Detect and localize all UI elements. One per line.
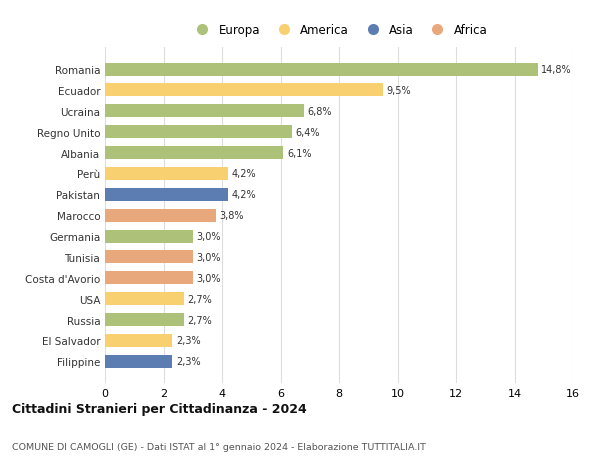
Text: 3,8%: 3,8% <box>220 211 244 221</box>
Text: 3,0%: 3,0% <box>196 232 221 241</box>
Text: 9,5%: 9,5% <box>386 86 411 96</box>
Bar <box>105 126 292 139</box>
Bar <box>105 147 283 160</box>
Bar <box>105 84 383 97</box>
Bar <box>105 105 304 118</box>
Bar <box>105 209 216 222</box>
Bar <box>105 334 172 347</box>
Bar <box>105 313 184 326</box>
Text: 6,1%: 6,1% <box>287 148 311 158</box>
Text: 2,7%: 2,7% <box>187 315 212 325</box>
Text: COMUNE DI CAMOGLI (GE) - Dati ISTAT al 1° gennaio 2024 - Elaborazione TUTTITALIA: COMUNE DI CAMOGLI (GE) - Dati ISTAT al 1… <box>12 442 426 451</box>
Text: 3,0%: 3,0% <box>196 252 221 263</box>
Bar <box>105 230 193 243</box>
Text: 14,8%: 14,8% <box>541 65 572 75</box>
Bar <box>105 63 538 76</box>
Text: 4,2%: 4,2% <box>232 190 256 200</box>
Bar <box>105 272 193 285</box>
Text: 2,3%: 2,3% <box>176 357 200 367</box>
Text: 4,2%: 4,2% <box>232 169 256 179</box>
Bar <box>105 292 184 306</box>
Bar <box>105 168 228 180</box>
Bar <box>105 355 172 368</box>
Text: 6,8%: 6,8% <box>307 106 332 117</box>
Bar <box>105 251 193 264</box>
Bar <box>105 189 228 202</box>
Text: 2,7%: 2,7% <box>187 294 212 304</box>
Text: 3,0%: 3,0% <box>196 273 221 283</box>
Text: 6,4%: 6,4% <box>296 128 320 137</box>
Legend: Europa, America, Asia, Africa: Europa, America, Asia, Africa <box>190 24 488 37</box>
Text: Cittadini Stranieri per Cittadinanza - 2024: Cittadini Stranieri per Cittadinanza - 2… <box>12 403 307 415</box>
Text: 2,3%: 2,3% <box>176 336 200 346</box>
